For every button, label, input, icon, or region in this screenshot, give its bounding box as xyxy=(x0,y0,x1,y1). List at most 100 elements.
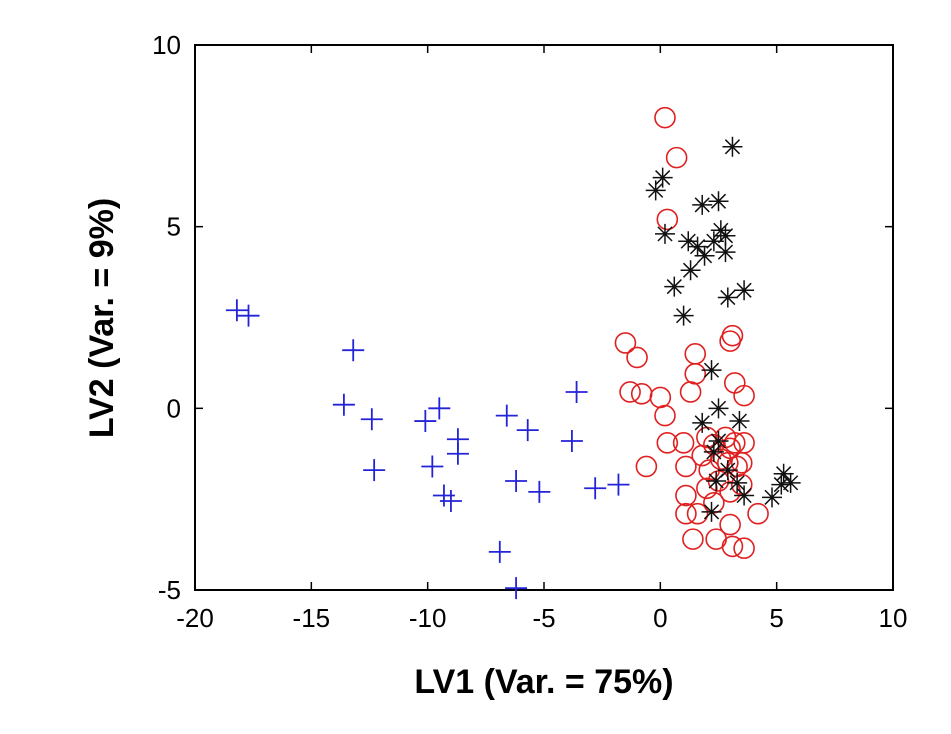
plus-point xyxy=(225,299,248,322)
plus-point xyxy=(342,339,365,362)
asterisk-point xyxy=(727,472,748,493)
circle-point xyxy=(723,432,746,454)
asterisk-point xyxy=(706,471,727,491)
circle-point xyxy=(703,491,725,514)
asterisk-point xyxy=(708,398,729,419)
x-tick-label: -15 xyxy=(293,603,331,633)
plus-point xyxy=(332,393,355,416)
series-2-asterisk xyxy=(645,136,801,522)
circle-point xyxy=(684,363,707,385)
y-tick-label: 10 xyxy=(152,30,181,60)
asterisk-point xyxy=(771,474,792,495)
plus-point xyxy=(237,304,260,327)
x-tick-label: 5 xyxy=(769,603,783,633)
x-tick-label: -10 xyxy=(409,603,447,633)
circle-point xyxy=(675,502,697,525)
circle-point xyxy=(614,332,637,354)
plus-point xyxy=(516,419,539,442)
plus-point xyxy=(414,410,437,433)
circle-point xyxy=(675,484,697,507)
asterisk-point xyxy=(722,136,743,157)
circle-point xyxy=(686,502,709,525)
plus-point xyxy=(565,380,588,403)
circle-point xyxy=(619,381,641,403)
asterisk-point xyxy=(703,441,724,462)
circle-point xyxy=(719,513,741,536)
plus-point xyxy=(446,442,469,465)
asterisk-point xyxy=(673,305,694,326)
plot-area xyxy=(194,44,894,591)
asterisk-point xyxy=(715,225,736,246)
asterisk-point xyxy=(652,167,673,188)
plus-point xyxy=(439,489,462,512)
asterisk-point xyxy=(680,260,701,281)
asterisk-point xyxy=(773,463,794,484)
asterisk-point xyxy=(692,412,713,433)
circle-point xyxy=(656,208,679,231)
x-tick-label: 0 xyxy=(653,603,667,633)
circle-point xyxy=(730,452,753,474)
asterisk-point xyxy=(729,411,750,432)
circle-point xyxy=(721,535,744,558)
x-tick-label: -5 xyxy=(532,603,555,633)
circle-point xyxy=(672,432,695,454)
asterisk-point xyxy=(664,276,685,297)
series-0-plus xyxy=(225,299,630,600)
circle-point xyxy=(747,502,769,525)
plus-point xyxy=(360,408,383,431)
plus-point xyxy=(607,473,630,496)
asterisk-point xyxy=(654,223,675,244)
circle-point xyxy=(733,537,755,560)
scatter-points xyxy=(225,106,801,600)
asterisk-point xyxy=(701,501,722,522)
x-tick-label: 10 xyxy=(879,603,908,633)
circle-point xyxy=(730,473,753,496)
asterisk-point xyxy=(678,231,699,252)
asterisk-point xyxy=(734,485,755,506)
asterisk-point xyxy=(708,191,729,212)
plus-point xyxy=(488,540,511,563)
circle-point xyxy=(656,432,679,454)
y-axis: -5 0 5 10 xyxy=(152,30,893,605)
x-axis-label: LV1 (Var. = 75%) xyxy=(414,663,673,701)
plus-point xyxy=(528,480,551,503)
asterisk-point xyxy=(734,280,755,301)
asterisk-point xyxy=(762,487,783,508)
asterisk-point xyxy=(645,180,666,201)
plus-point xyxy=(560,430,583,453)
y-axis-label: LV2 (Var. = 9%) xyxy=(83,198,121,438)
plus-point xyxy=(505,470,528,492)
asterisk-point xyxy=(708,431,729,452)
plus-point xyxy=(428,397,451,420)
circle-point xyxy=(721,324,744,347)
asterisk-point xyxy=(692,194,713,215)
x-tick-label: -20 xyxy=(176,603,214,633)
plus-point xyxy=(584,477,607,500)
plus-point xyxy=(505,577,528,600)
x-axis: -20 -15 -10 -5 0 5 10 xyxy=(176,45,907,633)
asterisk-point xyxy=(717,460,738,481)
asterisk-point xyxy=(717,287,738,308)
y-tick-label: 0 xyxy=(167,393,181,423)
plus-point xyxy=(363,459,386,482)
circle-point xyxy=(654,404,676,427)
plus-point xyxy=(421,455,444,478)
asterisk-point xyxy=(715,242,736,263)
circle-point xyxy=(635,455,658,478)
asterisk-point xyxy=(703,231,724,252)
circle-point xyxy=(626,346,648,369)
circle-point xyxy=(682,528,704,550)
asterisk-point xyxy=(701,360,722,381)
circle-point xyxy=(733,384,755,407)
y-tick-label: -5 xyxy=(158,575,181,605)
asterisk-point xyxy=(780,472,801,493)
series-1-circle xyxy=(614,106,769,560)
y-tick-label: 5 xyxy=(167,212,181,242)
circle-point xyxy=(654,106,676,129)
asterisk-point xyxy=(694,245,715,266)
plus-point xyxy=(495,404,518,427)
asterisk-point xyxy=(687,236,708,257)
circle-point xyxy=(665,146,688,169)
circle-point xyxy=(675,455,697,478)
